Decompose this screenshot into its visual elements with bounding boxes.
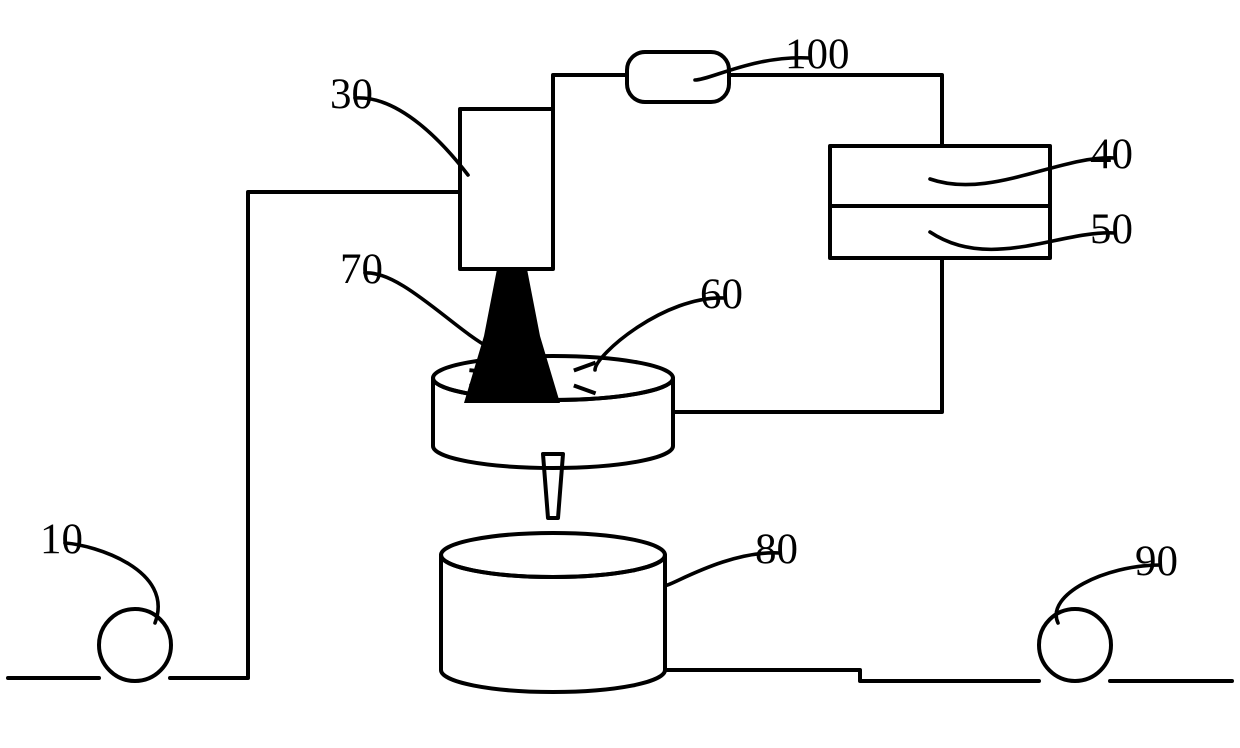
reference-labels: 10 30 40 50 60 70 80 90 100 [40, 31, 1178, 585]
label-50: 50 [1090, 206, 1133, 253]
components [99, 52, 1111, 692]
label-80: 80 [755, 526, 798, 573]
label-60: 60 [700, 271, 743, 318]
label-70: 70 [340, 246, 383, 293]
label-100: 100 [785, 31, 850, 78]
label-30: 30 [330, 71, 373, 118]
schematic-diagram: 10 30 40 50 60 70 80 90 100 [0, 0, 1240, 748]
label-90: 90 [1135, 538, 1178, 585]
label-40: 40 [1090, 131, 1133, 178]
label-10: 10 [40, 516, 83, 563]
